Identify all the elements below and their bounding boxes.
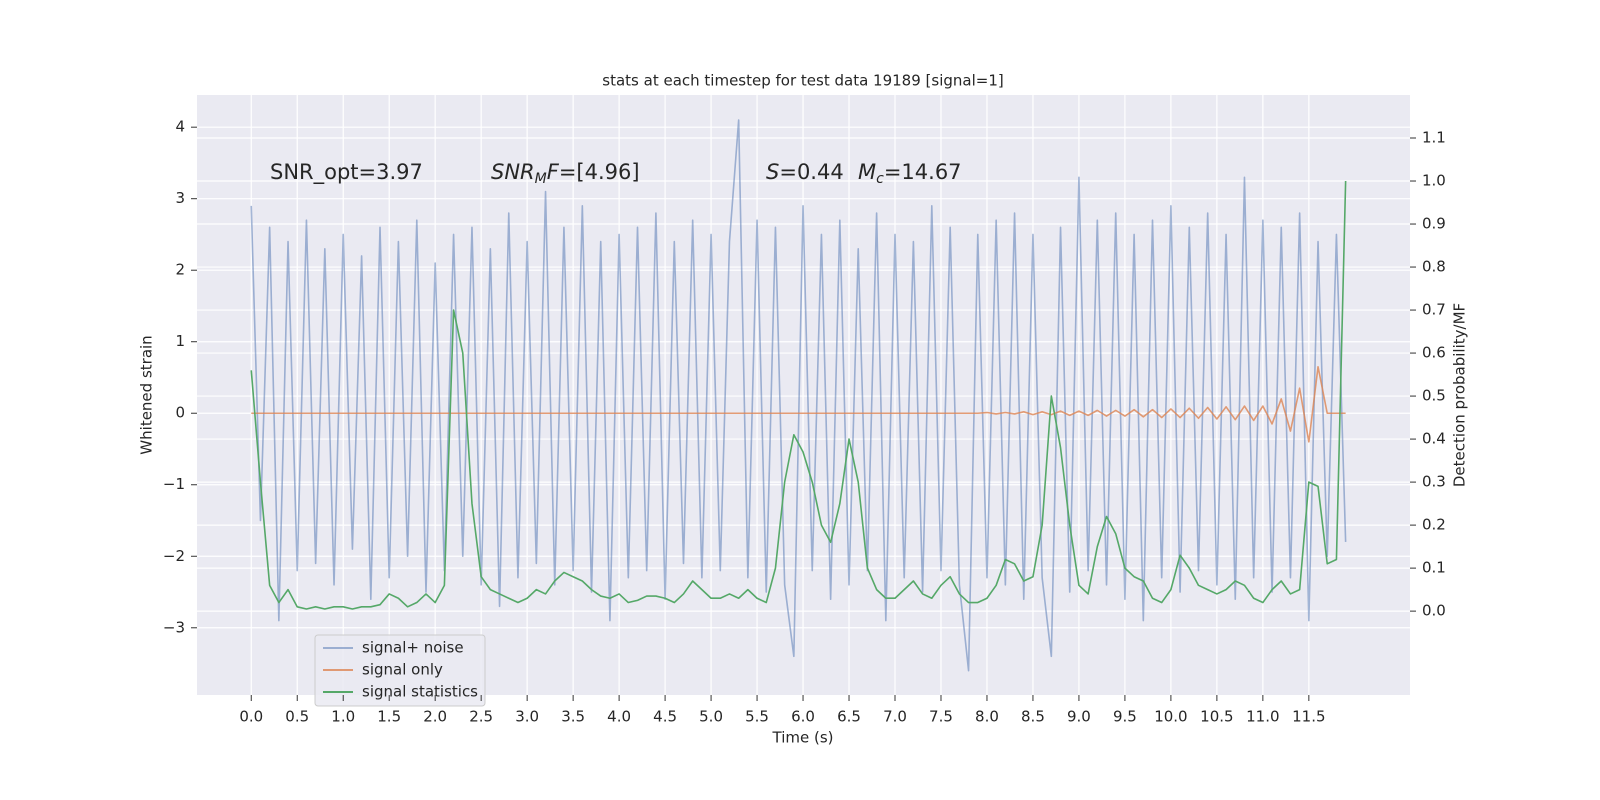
x-tick-label: 11.0 — [1246, 708, 1279, 726]
x-tick-label: 10.5 — [1200, 708, 1233, 726]
x-axis-label: Time (s) — [772, 729, 834, 747]
y2-tick-label: 0.6 — [1422, 344, 1446, 362]
y2-tick-label: 1.0 — [1422, 172, 1446, 190]
annotation: S=0.44 — [766, 160, 844, 184]
annotation: SNRMF=[4.96] — [491, 160, 640, 187]
y2-tick-label: 0.0 — [1422, 602, 1446, 620]
x-tick-label: 9.5 — [1113, 708, 1137, 726]
x-tick-label: 1.0 — [331, 708, 355, 726]
overlay: SNR_opt=3.97 SNRMF=[4.96] S=0.44 Mc=14.67si… — [270, 160, 962, 707]
x-tick-label: 6.5 — [837, 708, 861, 726]
annotation-part: S — [766, 160, 779, 184]
x-tick-label: 7.5 — [929, 708, 953, 726]
x-tick-label: 6.0 — [791, 708, 815, 726]
x-tick-label: 3.5 — [561, 708, 585, 726]
y2-tick-label: 0.1 — [1422, 559, 1446, 577]
x-tick-label: 2.5 — [469, 708, 493, 726]
y-tick-label: −1 — [163, 475, 185, 493]
annotation-part: SNR — [491, 160, 535, 184]
annotation-part: =[4.96] — [559, 160, 640, 184]
y-tick-label: 2 — [175, 261, 185, 279]
y-axis-label: Whitened strain — [138, 335, 156, 454]
annotation-part: c — [876, 171, 884, 187]
annotation-part: SNR_opt=3.97 — [270, 160, 423, 185]
x-tick-label: 0.5 — [285, 708, 309, 726]
legend: signal+ noise signal only signal statistic… — [314, 634, 486, 707]
x-tick-label: 10.0 — [1154, 708, 1187, 726]
x-tick-label: 3.0 — [515, 708, 539, 726]
x-tick-label: 4.5 — [653, 708, 677, 726]
legend-label: signal only — [362, 661, 443, 679]
y-tick-label: 1 — [175, 332, 185, 350]
x-tick-label: 7.0 — [883, 708, 907, 726]
x-tick-label: 5.0 — [699, 708, 723, 726]
y2-tick-label: 1.1 — [1422, 129, 1446, 147]
y-tick-label: 0 — [175, 404, 185, 422]
annotation: Mc=14.67 — [858, 160, 962, 187]
series-line — [251, 365, 1346, 443]
annotation-part: M — [858, 160, 876, 184]
annotation-part: F — [547, 160, 560, 184]
annotation-part: =14.67 — [884, 160, 962, 184]
chart-title: stats at each timestep for test data 191… — [602, 72, 1003, 90]
marks — [250, 119, 1347, 672]
legend-box — [314, 634, 486, 707]
x-tick-label: 1.5 — [377, 708, 401, 726]
annotation: SNR_opt=3.97 — [270, 160, 423, 185]
y-tick-label: −2 — [163, 547, 185, 565]
y2-tick-label: 0.5 — [1422, 387, 1446, 405]
series-line — [250, 119, 1347, 672]
y2-tick-label: 0.2 — [1422, 516, 1446, 534]
x-tick-label: 8.5 — [1021, 708, 1045, 726]
annotation-part: =0.44 — [779, 160, 843, 184]
series-line — [250, 181, 1347, 610]
x-tick-label: 8.0 — [975, 708, 999, 726]
annotation-part: M — [535, 171, 547, 187]
y2-tick-label: 0.8 — [1422, 258, 1446, 276]
y-tick-label: −3 — [163, 618, 185, 636]
legend-label: signal statistics — [362, 683, 478, 701]
y2-tick-label: 0.4 — [1422, 430, 1446, 448]
x-tick-label: 5.5 — [745, 708, 769, 726]
legend-label: signal+ noise — [362, 639, 464, 657]
x-tick-label: 0.0 — [239, 708, 263, 726]
y-tick-label: 4 — [175, 118, 185, 136]
y2-tick-label: 0.7 — [1422, 301, 1446, 319]
x-tick-label: 11.5 — [1292, 708, 1325, 726]
y2-axis-label: Detection probability/MF — [1451, 303, 1469, 487]
x-tick-label: 4.0 — [607, 708, 631, 726]
y2-tick-label: 0.3 — [1422, 473, 1446, 491]
y2-tick-label: 0.9 — [1422, 215, 1446, 233]
x-tick-label: 9.0 — [1067, 708, 1091, 726]
x-tick-label: 2.0 — [423, 708, 447, 726]
y-tick-label: 3 — [175, 189, 185, 207]
